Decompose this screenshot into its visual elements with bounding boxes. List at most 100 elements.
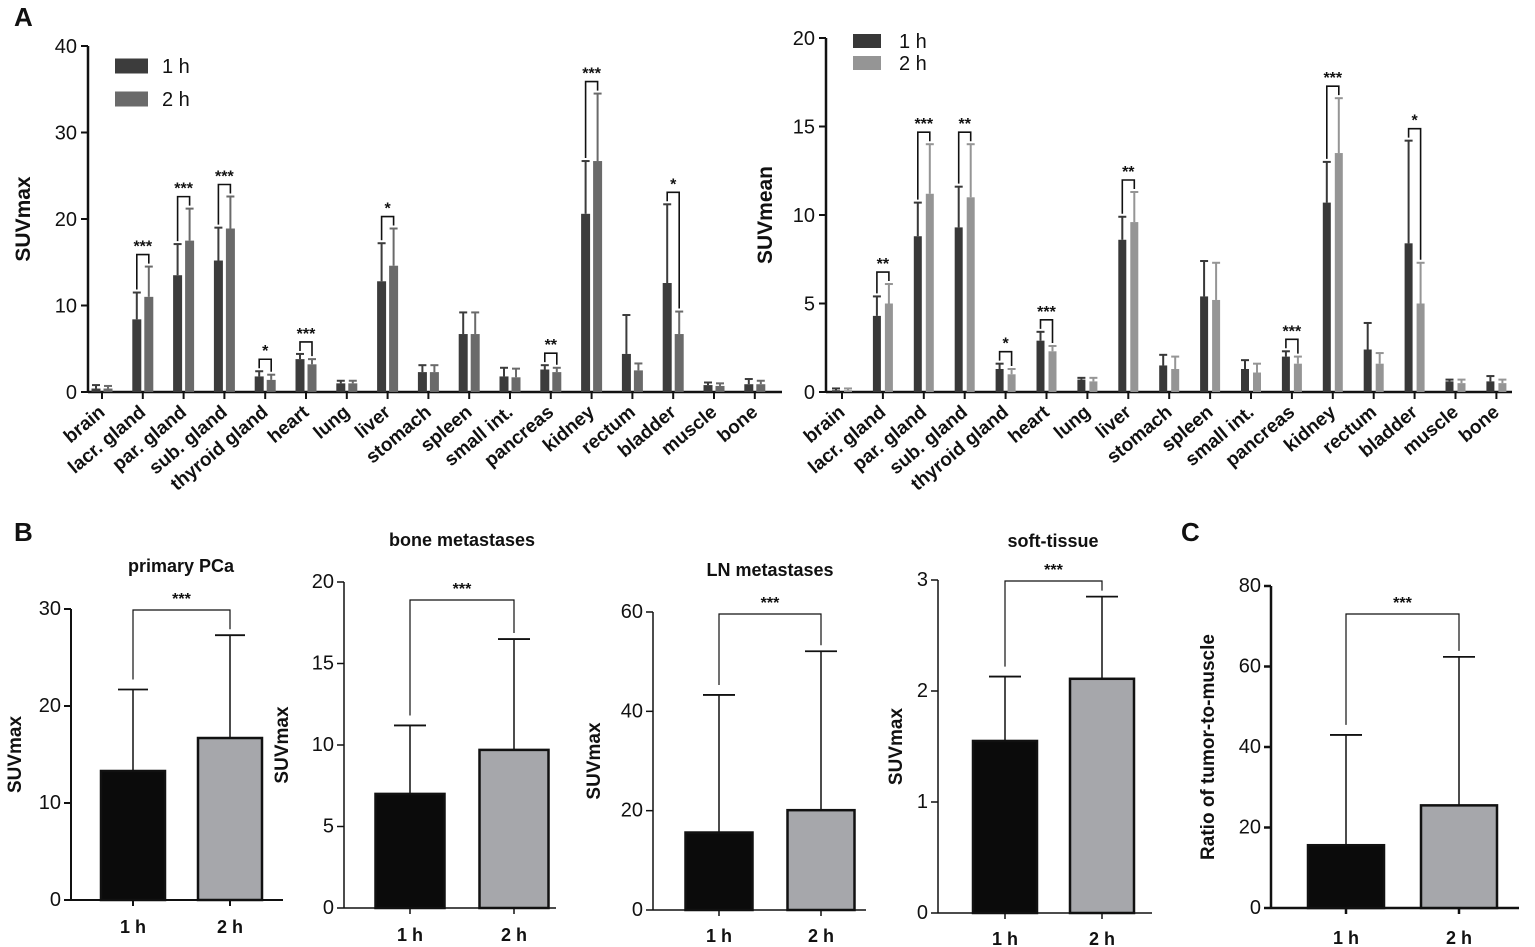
significance-label: * (1002, 336, 1009, 353)
y-tick-label: 0 (917, 902, 928, 924)
significance-label: *** (914, 116, 933, 133)
category-label: heart (264, 401, 314, 447)
significance-bracket (1039, 319, 1054, 343)
significance-bracket (217, 183, 232, 225)
bar (703, 385, 713, 392)
bar (511, 377, 521, 392)
bar (307, 364, 317, 392)
bar (1293, 363, 1302, 392)
bar (662, 283, 672, 392)
y-tick-label: 20 (793, 28, 815, 50)
chart-bone-metastases: 0 5 10 15 20 SUVmax bone metastases 1 h 2 h *** (272, 530, 556, 945)
bar (470, 334, 480, 392)
significance-label: *** (1044, 562, 1063, 579)
category-label: 2 h (501, 925, 527, 945)
category-label: 1 h (397, 925, 423, 945)
significance-bracket (409, 599, 515, 716)
bar (1334, 153, 1343, 392)
bar (1159, 365, 1168, 392)
bar (1375, 363, 1384, 392)
y-tick-label: 1 (917, 791, 928, 813)
significance-label: * (384, 201, 391, 218)
bar (185, 240, 195, 392)
category-label: lung (1050, 402, 1094, 444)
y-tick-label: 10 (39, 792, 61, 814)
legend-label: 2 h (899, 53, 927, 75)
bar (1036, 340, 1045, 392)
significance-bracket (1285, 338, 1299, 354)
bar (844, 390, 852, 392)
significance-label: ** (1122, 164, 1135, 181)
bar (377, 281, 387, 392)
y-tick-label: 0 (804, 382, 815, 404)
category-label: 2 h (217, 917, 243, 937)
y-axis-label: SUVmax (12, 176, 35, 262)
bar (832, 390, 840, 392)
bar (499, 376, 509, 392)
chart-ln-metastases: 0 20 40 60 SUVmax LN metastases 1 h 2 h *** (584, 560, 866, 946)
y-axis-label: SUVmean (754, 166, 777, 264)
legend-swatch (115, 58, 148, 74)
y-tick-label: 10 (312, 734, 334, 756)
category-label: lung (310, 402, 354, 444)
significance-label: *** (1283, 323, 1302, 340)
y-axis-label: SUVmax (272, 706, 293, 784)
bar (99, 769, 167, 902)
bar (715, 385, 725, 392)
y-tick-label: 0 (50, 889, 61, 911)
category-label: bone (714, 402, 762, 447)
legend-swatch (115, 91, 148, 107)
significance-label: *** (297, 326, 316, 343)
category-label: 2 h (1089, 929, 1115, 947)
bar (374, 792, 446, 910)
significance-label: *** (1393, 595, 1412, 612)
bar (1253, 372, 1261, 392)
panel-label-b: B (14, 517, 33, 547)
significance-label: *** (1323, 70, 1342, 87)
bar (295, 359, 305, 392)
bar (744, 384, 754, 392)
significance-bracket (1121, 179, 1136, 214)
y-tick-label: 2 (917, 680, 928, 702)
bar (633, 370, 643, 392)
bar (1404, 243, 1413, 392)
bar (1212, 299, 1221, 392)
bar (1445, 381, 1454, 392)
significance-label: * (670, 176, 677, 193)
chart-primary-pca: 0 10 20 30 SUVmax primary PCa 1 h 2 h *** (5, 556, 283, 937)
bar (786, 808, 856, 912)
bar (1498, 383, 1507, 392)
bar (225, 228, 235, 392)
y-tick-label: 0 (1250, 897, 1261, 919)
chart-title: bone metastases (389, 530, 535, 550)
y-axis-label: SUVmax (584, 722, 605, 800)
category-label: 1 h (992, 929, 1018, 947)
category-label: 1 h (120, 917, 146, 937)
bar (478, 748, 550, 910)
bar (1241, 368, 1249, 392)
significance-bracket (544, 352, 558, 365)
y-tick-label: 20 (39, 695, 61, 717)
legend-swatch (853, 34, 881, 48)
bar (1077, 379, 1086, 392)
significance-label: * (1411, 113, 1418, 130)
bar (971, 739, 1039, 915)
chart-title: primary PCa (128, 556, 235, 576)
significance-label: ** (545, 337, 558, 354)
y-tick-label: 5 (804, 294, 815, 316)
y-tick-label: 40 (1239, 736, 1261, 758)
y-tick-label: 30 (55, 123, 77, 145)
significance-label: ** (877, 256, 890, 273)
bar (1486, 381, 1495, 392)
significance-label: ** (958, 116, 971, 133)
y-tick-label: 0 (323, 897, 334, 919)
bar (913, 236, 922, 392)
significance-bracket (718, 613, 822, 685)
bar (621, 353, 631, 392)
bar (1068, 677, 1136, 915)
y-tick-label: 60 (1239, 656, 1261, 678)
y-tick-label: 3 (917, 569, 928, 591)
significance-bracket (917, 131, 931, 200)
